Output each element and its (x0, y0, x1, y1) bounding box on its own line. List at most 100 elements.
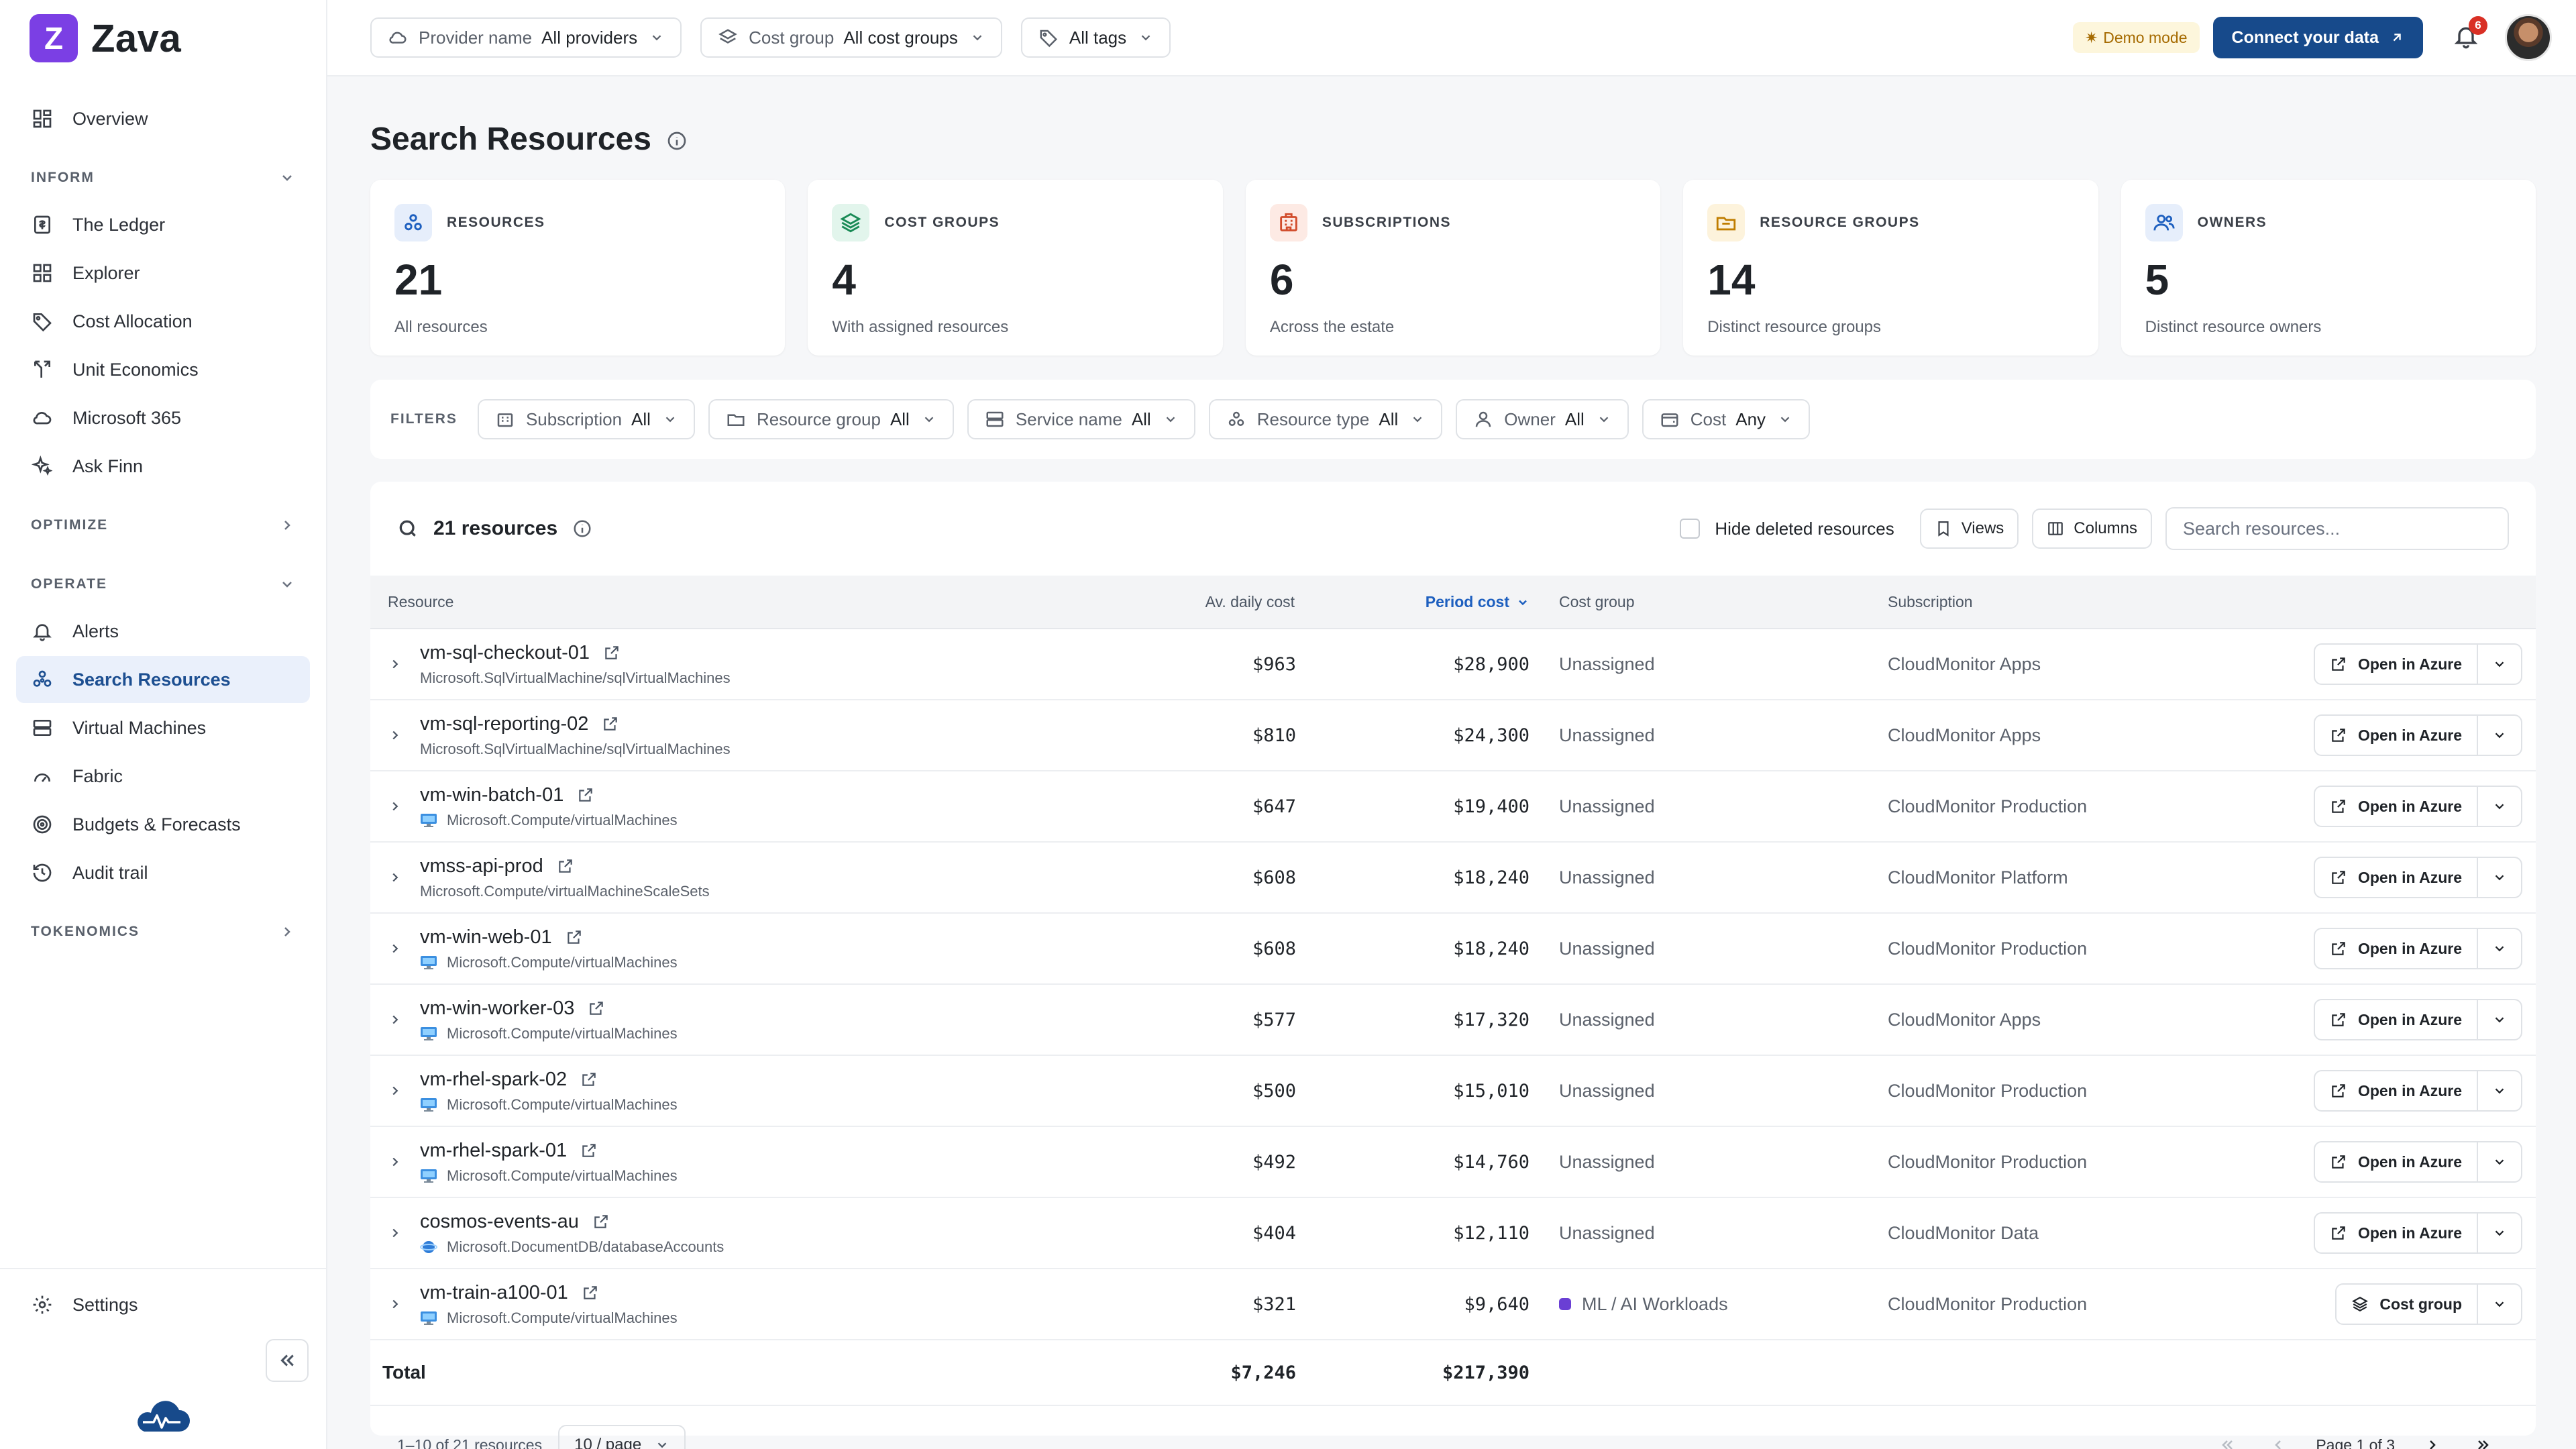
sidebar-item-virtual-machines[interactable]: Virtual Machines (16, 704, 310, 751)
owner-filter[interactable]: Owner All (1456, 399, 1629, 439)
resource-name[interactable]: cosmos-events-au (420, 1210, 579, 1232)
table-row[interactable]: vm-win-web-01 Microsoft.Compute/virtualM… (370, 914, 2536, 985)
resource-name[interactable]: vm-sql-checkout-01 (420, 641, 590, 663)
row-action-button[interactable]: Open in Azure (2313, 714, 2478, 756)
expand-row-icon[interactable] (388, 1297, 402, 1311)
external-link-icon[interactable] (580, 1142, 598, 1159)
hide-deleted-checkbox[interactable]: Hide deleted resources (1680, 519, 1894, 539)
expand-row-icon[interactable] (388, 1226, 402, 1240)
sidebar-section-optimize[interactable]: OPTIMIZE (16, 502, 310, 549)
table-row[interactable]: vmss-api-prod Microsoft.Compute/virtualM… (370, 843, 2536, 914)
row-action-menu-button[interactable] (2478, 714, 2522, 756)
sidebar-item-search-resources[interactable]: Search Resources (16, 656, 310, 703)
external-link-icon[interactable] (557, 857, 574, 875)
first-page-button[interactable] (2212, 1430, 2242, 1449)
sidebar-item-settings[interactable]: Settings (16, 1281, 310, 1328)
checkbox-box[interactable] (1680, 519, 1701, 539)
external-link-icon[interactable] (602, 715, 619, 733)
sidebar-item-ledger[interactable]: The Ledger (16, 201, 310, 248)
connect-data-button[interactable]: Connect your data (2212, 17, 2423, 58)
info-icon[interactable] (572, 519, 592, 539)
row-action-menu-button[interactable] (2478, 928, 2522, 969)
cost-filter[interactable]: Cost Any (1642, 399, 1811, 439)
row-action-button[interactable]: Open in Azure (2313, 928, 2478, 969)
sidebar-item-fabric[interactable]: Fabric (16, 753, 310, 800)
info-icon[interactable] (666, 130, 688, 152)
external-link-icon[interactable] (603, 644, 621, 661)
row-action-button[interactable]: Open in Azure (2313, 857, 2478, 898)
columns-button[interactable]: Columns (2032, 508, 2152, 549)
sidebar-section-operate[interactable]: OPERATE (16, 561, 310, 608)
prev-page-button[interactable] (2263, 1430, 2293, 1449)
external-link-icon[interactable] (592, 1213, 610, 1230)
tags-filter[interactable]: All tags (1020, 17, 1171, 58)
expand-row-icon[interactable] (388, 941, 402, 956)
sidebar-item-overview[interactable]: Overview (16, 95, 310, 142)
collapse-sidebar-button[interactable] (266, 1339, 309, 1382)
external-link-icon[interactable] (582, 1284, 599, 1301)
col-avg-daily-cost[interactable]: Av. daily cost (1205, 592, 1295, 610)
col-period-cost[interactable]: Period cost (1296, 593, 1544, 611)
col-subscription[interactable]: Subscription (1888, 592, 1973, 610)
expand-row-icon[interactable] (388, 1083, 402, 1098)
resource-name[interactable]: vm-train-a100-01 (420, 1281, 568, 1303)
row-action-button[interactable]: Open in Azure (2313, 1070, 2478, 1112)
external-link-icon[interactable] (588, 1000, 605, 1017)
row-action-button[interactable]: Open in Azure (2313, 786, 2478, 827)
row-action-menu-button[interactable] (2478, 786, 2522, 827)
resource-group-filter[interactable]: Resource group All (708, 399, 954, 439)
expand-row-icon[interactable] (388, 728, 402, 743)
expand-row-icon[interactable] (388, 1012, 402, 1027)
row-action-button[interactable]: Open in Azure (2313, 1212, 2478, 1254)
row-action-menu-button[interactable] (2478, 643, 2522, 685)
row-action-menu-button[interactable] (2478, 857, 2522, 898)
resource-name[interactable]: vm-win-web-01 (420, 926, 552, 948)
search-input[interactable] (2165, 507, 2509, 550)
col-cost-group[interactable]: Cost group (1559, 592, 1635, 610)
expand-row-icon[interactable] (388, 799, 402, 814)
resource-name[interactable]: vm-sql-reporting-02 (420, 712, 589, 735)
row-action-menu-button[interactable] (2478, 999, 2522, 1040)
service-name-filter[interactable]: Service name All (967, 399, 1195, 439)
brand[interactable]: Z Zava (16, 0, 310, 76)
row-action-menu-button[interactable] (2478, 1283, 2522, 1325)
sidebar-item-budgets[interactable]: Budgets & Forecasts (16, 801, 310, 848)
views-button[interactable]: Views (1919, 508, 2019, 549)
resource-type-filter[interactable]: Resource type All (1208, 399, 1443, 439)
sidebar-item-unit-economics[interactable]: Unit Economics (16, 346, 310, 393)
external-link-icon[interactable] (577, 786, 594, 804)
row-action-menu-button[interactable] (2478, 1141, 2522, 1183)
table-row[interactable]: vm-train-a100-01 Microsoft.Compute/virtu… (370, 1269, 2536, 1340)
table-row[interactable]: vm-rhel-spark-02 Microsoft.Compute/virtu… (370, 1056, 2536, 1127)
notifications-button[interactable]: 6 (2453, 16, 2487, 52)
sidebar-item-ask-finn[interactable]: Ask Finn (16, 443, 310, 490)
table-row[interactable]: cosmos-events-au Microsoft.DocumentDB/da… (370, 1198, 2536, 1269)
row-action-button[interactable]: Open in Azure (2313, 999, 2478, 1040)
sidebar-item-cost-allocation[interactable]: Cost Allocation (16, 298, 310, 345)
table-row[interactable]: vm-win-worker-03 Microsoft.Compute/virtu… (370, 985, 2536, 1056)
last-page-button[interactable] (2469, 1430, 2498, 1449)
row-action-button[interactable]: Cost group (2335, 1283, 2478, 1325)
row-action-menu-button[interactable] (2478, 1212, 2522, 1254)
row-action-menu-button[interactable] (2478, 1070, 2522, 1112)
page-size-select[interactable]: 10 / page (558, 1425, 686, 1449)
row-action-button[interactable]: Open in Azure (2313, 1141, 2478, 1183)
row-action-button[interactable]: Open in Azure (2313, 643, 2478, 685)
expand-row-icon[interactable] (388, 870, 402, 885)
resource-name[interactable]: vm-win-worker-03 (420, 997, 575, 1019)
expand-row-icon[interactable] (388, 1155, 402, 1169)
avatar[interactable] (2505, 14, 2552, 61)
sidebar-item-audit-trail[interactable]: Audit trail (16, 849, 310, 896)
table-row[interactable]: vm-win-batch-01 Microsoft.Compute/virtua… (370, 771, 2536, 843)
col-resource[interactable]: Resource (388, 592, 454, 610)
sidebar-section-tokenomics[interactable]: TOKENOMICS (16, 908, 310, 955)
expand-row-icon[interactable] (388, 657, 402, 672)
sidebar-item-alerts[interactable]: Alerts (16, 608, 310, 655)
external-link-icon[interactable] (580, 1071, 598, 1088)
table-row[interactable]: vm-sql-checkout-01 Microsoft.SqlVirtualM… (370, 629, 2536, 700)
resource-name[interactable]: vm-rhel-spark-02 (420, 1068, 568, 1090)
sidebar-section-inform[interactable]: INFORM (16, 154, 310, 201)
resource-name[interactable]: vm-win-batch-01 (420, 784, 564, 806)
external-link-icon[interactable] (566, 928, 583, 946)
resource-name[interactable]: vm-rhel-spark-01 (420, 1139, 568, 1161)
